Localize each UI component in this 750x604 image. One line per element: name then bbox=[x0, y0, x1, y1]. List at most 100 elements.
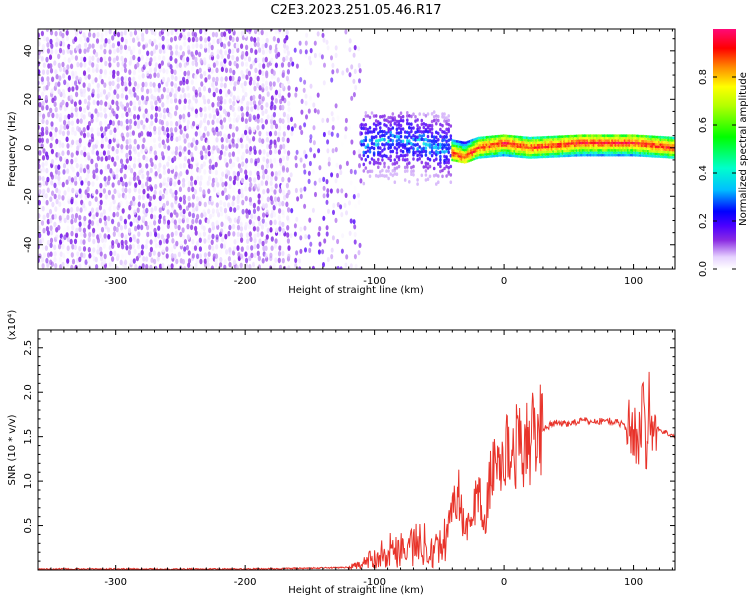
spectrogram-cell bbox=[120, 253, 125, 259]
spectrogram-cell bbox=[395, 131, 399, 135]
spectrogram-cell bbox=[389, 120, 393, 124]
spectrogram-cell bbox=[488, 135, 491, 139]
spectrogram-cell bbox=[186, 223, 190, 230]
spectrogram-cell bbox=[573, 151, 577, 155]
spectrogram-cell bbox=[360, 122, 364, 127]
spectrogram-cell bbox=[108, 49, 112, 55]
spectrogram-cell bbox=[561, 137, 564, 141]
spectrogram-cell bbox=[357, 192, 360, 198]
spectrogram-cell bbox=[530, 139, 533, 142]
spectrogram-cell bbox=[564, 154, 567, 158]
spectrogram-cell bbox=[648, 147, 651, 151]
spectrogram-cell bbox=[137, 157, 141, 164]
spectrogram-cell bbox=[248, 264, 252, 269]
spectrogram-cell bbox=[66, 208, 70, 214]
colorbar-ticks: 0.00.20.40.60.8 bbox=[698, 69, 736, 277]
spectrogram-cell bbox=[181, 227, 185, 233]
spectrogram-cell bbox=[408, 139, 411, 143]
spectrogram-cell bbox=[112, 231, 116, 237]
spectrogram-cell bbox=[133, 120, 137, 127]
spectrogram-cell bbox=[165, 81, 169, 87]
spectrogram-cell bbox=[80, 180, 84, 186]
spectrogram-cell bbox=[88, 139, 92, 145]
spectrogram-cell bbox=[273, 219, 277, 226]
spectrogram-cell bbox=[190, 79, 194, 85]
spectrogram-cell bbox=[63, 119, 67, 126]
spectrogram-cell bbox=[445, 135, 448, 139]
spectrogram-cell bbox=[207, 105, 211, 111]
spectrogram-cell bbox=[393, 166, 397, 171]
spectrogram-cell bbox=[161, 247, 165, 253]
spectrogram-cell bbox=[149, 184, 153, 190]
spectrogram-cell bbox=[107, 143, 111, 150]
spectrogram-cell bbox=[66, 195, 71, 201]
spectrogram-cell bbox=[158, 213, 162, 220]
spectrogram-cell bbox=[619, 151, 622, 155]
spectrogram-cell bbox=[88, 55, 92, 62]
spectrogram-cell bbox=[287, 177, 291, 183]
spectrogram-cell bbox=[187, 142, 191, 148]
spectrogram-cell bbox=[286, 232, 290, 238]
spectrogram-cell bbox=[651, 135, 654, 139]
spectrogram-cell bbox=[161, 225, 165, 231]
spectrogram-cell bbox=[157, 55, 161, 61]
spectrogram-cell bbox=[381, 142, 384, 147]
spectrogram-cell bbox=[399, 118, 403, 123]
spectrogram-cell bbox=[598, 134, 602, 138]
spectrogram-cell bbox=[258, 62, 262, 69]
spectrogram-cell bbox=[127, 193, 131, 199]
spectrogram-cell bbox=[634, 146, 637, 150]
spectrogram-cell bbox=[156, 95, 160, 102]
spectrogram-cell bbox=[45, 138, 50, 144]
spectrogram-cell bbox=[82, 70, 87, 76]
spectrogram-cell bbox=[605, 136, 608, 140]
spectrogram-cell bbox=[311, 265, 315, 269]
spectrogram-cell bbox=[313, 180, 317, 186]
spectrogram-cell bbox=[277, 43, 281, 50]
spectrogram-cell bbox=[430, 131, 434, 136]
spectrogram-cell bbox=[445, 131, 448, 136]
spectrogram-cell bbox=[480, 153, 483, 157]
spectrogram-cell bbox=[203, 125, 208, 132]
spectrogram-cell bbox=[598, 144, 602, 147]
spectrogram-cell bbox=[535, 141, 538, 145]
spectrogram-cell bbox=[95, 139, 99, 146]
spectrogram-cell bbox=[274, 183, 278, 189]
spectrogram-cell bbox=[227, 41, 231, 47]
spectrogram-cell bbox=[561, 147, 564, 151]
spectrogram-cell bbox=[190, 175, 194, 182]
spectrogram-cell bbox=[66, 168, 70, 174]
spectrogram-cell bbox=[331, 62, 335, 68]
spectrogram-cell bbox=[214, 161, 218, 168]
spectrogram-cell bbox=[116, 83, 120, 89]
spectrogram-cell bbox=[187, 262, 191, 269]
spectrogram-cell bbox=[182, 214, 186, 221]
spectrogram-cell bbox=[587, 153, 591, 157]
spectrogram-cell bbox=[244, 91, 248, 98]
spectrogram-cell bbox=[210, 265, 214, 269]
spectrogram-cell bbox=[637, 146, 640, 150]
spectrogram-cell bbox=[79, 163, 83, 170]
spectrogram-cell bbox=[383, 147, 386, 151]
spectrogram-cell bbox=[215, 67, 219, 74]
spectrogram-cell bbox=[313, 153, 316, 159]
spectrogram-cell bbox=[278, 125, 282, 131]
spectrogram-cell bbox=[278, 245, 282, 251]
spectrogram-cell bbox=[274, 175, 278, 182]
spectrogram-cell bbox=[191, 193, 196, 200]
spectrogram-cell bbox=[74, 157, 78, 163]
spectrogram-cell bbox=[212, 76, 216, 83]
spectrogram-cell bbox=[162, 55, 166, 62]
spectrogram-cell bbox=[312, 140, 316, 146]
spectrogram-cell bbox=[237, 148, 241, 155]
spectrogram-cell bbox=[648, 149, 651, 153]
spectrogram-cell bbox=[570, 149, 574, 153]
spectrogram-cell bbox=[133, 157, 137, 163]
spectrogram-cell bbox=[372, 158, 376, 163]
spectrogram-cell bbox=[654, 138, 657, 141]
spectrogram-cell bbox=[350, 64, 354, 70]
spectrogram-cell bbox=[84, 74, 88, 81]
spectrogram-cell bbox=[412, 152, 415, 157]
spectrogram-cell bbox=[665, 136, 668, 140]
